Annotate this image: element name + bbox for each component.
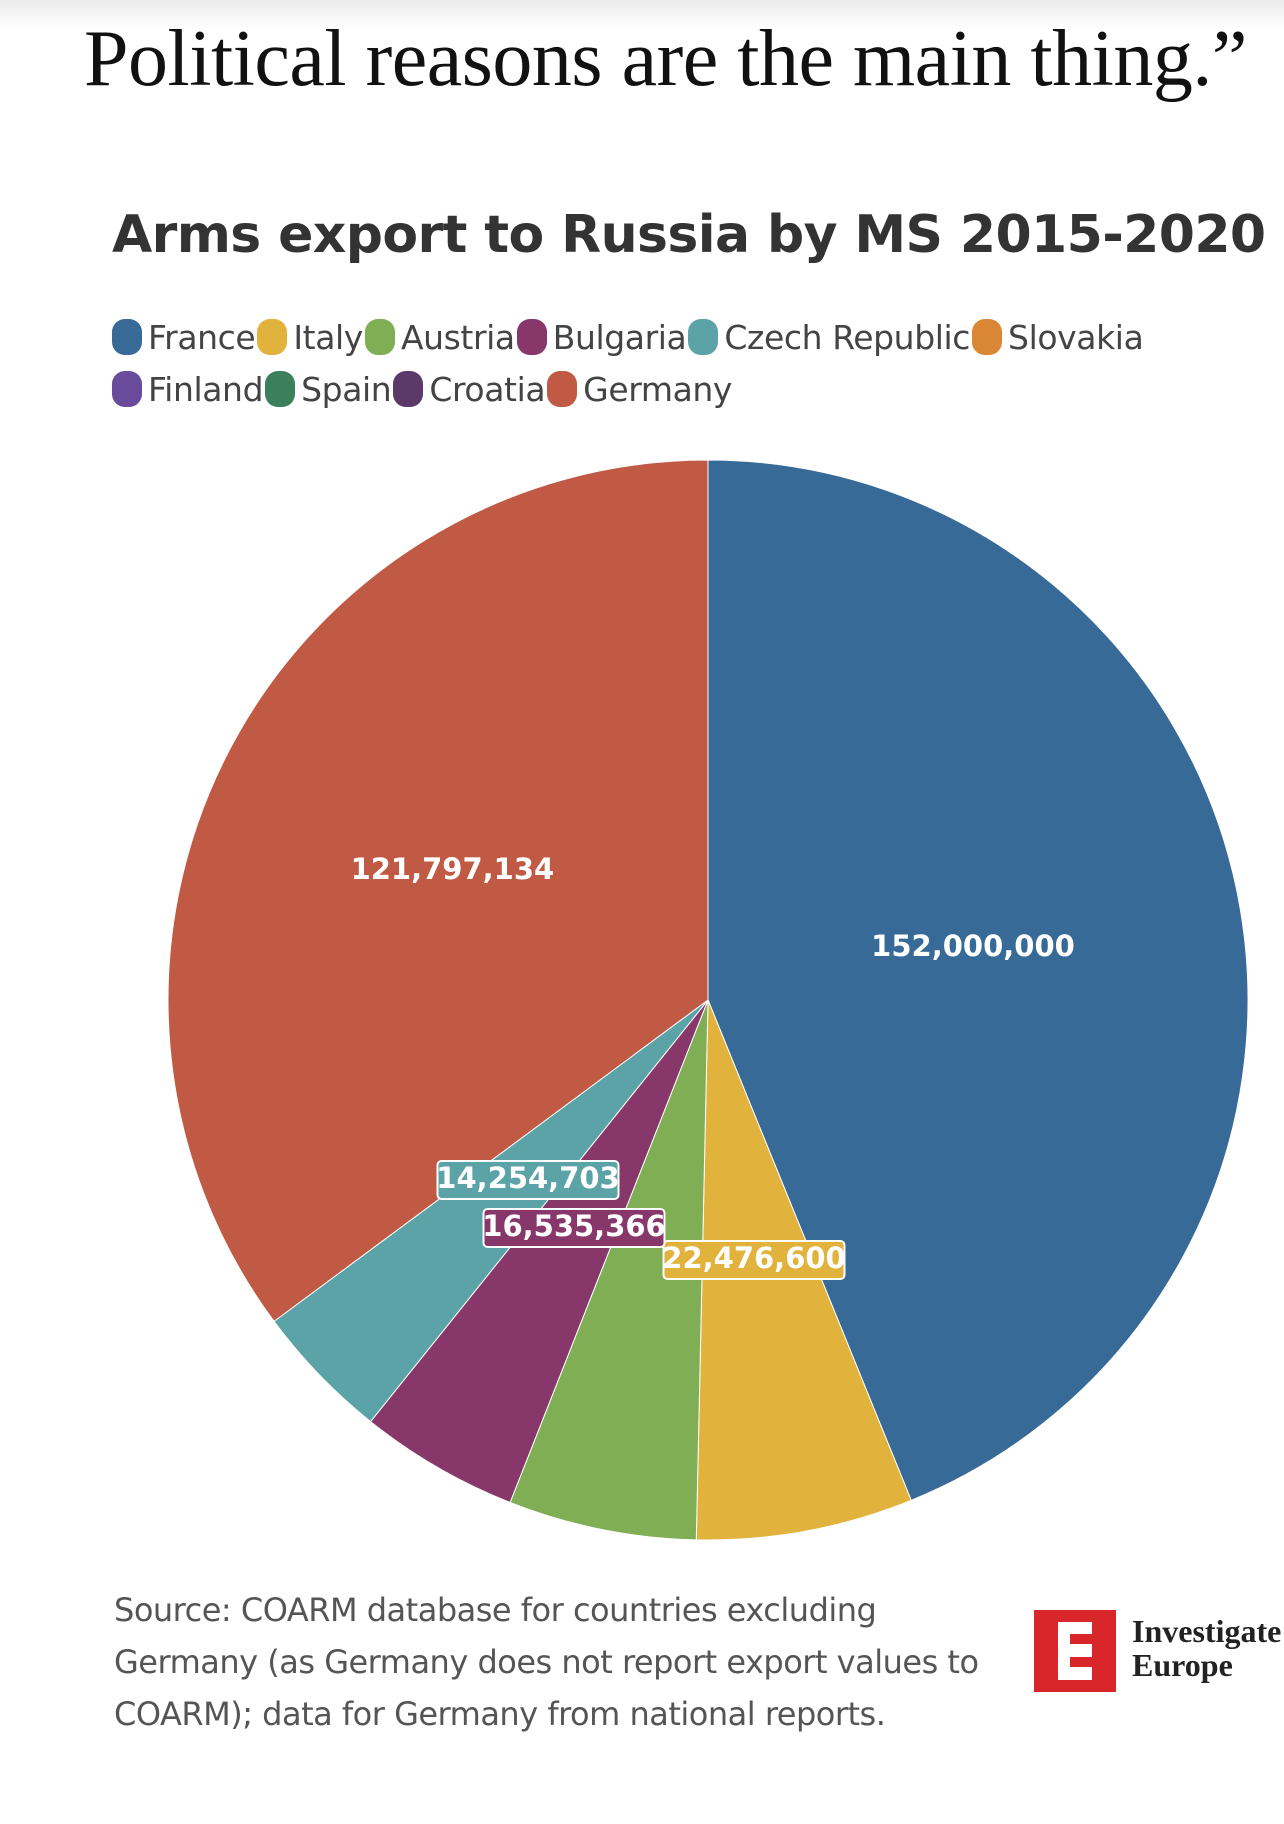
legend-swatch <box>688 319 719 355</box>
legend-swatch <box>112 319 142 355</box>
legend-swatch <box>265 371 296 407</box>
data-label-box <box>482 1208 666 1248</box>
legend-item-finland: Finland <box>112 369 264 409</box>
pie-slice-bulgaria <box>369 999 709 1504</box>
logo-line-2: Europe <box>1132 1647 1233 1683</box>
investigate-europe-logo-icon <box>1034 1610 1116 1692</box>
data-label-text: 22,476,600 <box>662 1241 845 1275</box>
legend-swatch <box>393 371 424 407</box>
legend-label: Spain <box>301 369 392 409</box>
pie-slice-germany <box>167 459 709 1323</box>
legend-label: Slovakia <box>1008 317 1144 357</box>
legend-item-germany: Germany <box>547 369 733 409</box>
data-label-france: 152,000,000 <box>871 929 1075 963</box>
source-note: Source: COARM database for countries exc… <box>114 1584 1034 1740</box>
legend-label: Austria <box>400 317 515 357</box>
legend-item-bulgaria: Bulgaria <box>516 317 687 357</box>
data-label-bulgaria: 16,535,366 <box>482 1208 666 1248</box>
legend-label: Finland <box>148 369 264 409</box>
data-label-germany: 121,797,134 <box>351 852 555 886</box>
legend-item-italy: Italy <box>257 317 363 357</box>
legend-swatch <box>112 371 142 407</box>
data-label-text: 16,535,366 <box>482 1209 665 1243</box>
legend-label: Germany <box>583 369 733 409</box>
data-label-czech-republic: 14,254,703 <box>436 1160 620 1200</box>
data-label-italy: 22,476,600 <box>662 1240 846 1280</box>
data-label-text: 121,797,134 <box>351 852 555 886</box>
legend-label: Croatia <box>429 369 546 409</box>
legend-label: Italy <box>293 317 363 357</box>
pie-slice-france <box>707 459 1249 1501</box>
legend-item-croatia: Croatia <box>393 369 546 409</box>
data-label-text: 14,254,703 <box>436 1161 619 1195</box>
legend-swatch <box>972 319 1003 355</box>
legend-item-france: France <box>112 317 256 357</box>
pie-slice-austria <box>509 999 709 1541</box>
data-label-box <box>436 1160 620 1200</box>
legend-label: Czech Republic <box>724 317 971 357</box>
top-band <box>0 0 1284 30</box>
data-label-box <box>662 1240 846 1280</box>
legend-item-slovakia: Slovakia <box>972 317 1144 357</box>
legend-label: Bulgaria <box>552 317 687 357</box>
legend-swatch <box>257 319 288 355</box>
chart-title: Arms export to Russia by MS 2015-2020 <box>112 205 1266 265</box>
source-line-1: Source: COARM database for countries exc… <box>114 1591 877 1629</box>
chart-legend: France Italy Austria Bulgaria Czech Republic… <box>112 317 1282 409</box>
source-line-3: COARM); data for Germany from national r… <box>114 1695 886 1733</box>
legend-item-spain: Spain <box>265 369 392 409</box>
legend-item-czech-republic: Czech Republic <box>688 317 971 357</box>
article-quote: Political reasons are the main thing.” <box>84 15 1247 103</box>
logo-wordmark: Investigate Europe <box>1132 1614 1281 1682</box>
legend-swatch <box>547 371 578 407</box>
legend-label: France <box>148 317 256 357</box>
legend-swatch <box>516 319 547 355</box>
legend-swatch <box>364 319 395 355</box>
data-label-text: 152,000,000 <box>871 929 1075 963</box>
source-line-2: Germany (as Germany does not report expo… <box>114 1643 979 1681</box>
logo-line-1: Investigate <box>1132 1613 1282 1649</box>
legend-item-austria: Austria <box>364 317 515 357</box>
